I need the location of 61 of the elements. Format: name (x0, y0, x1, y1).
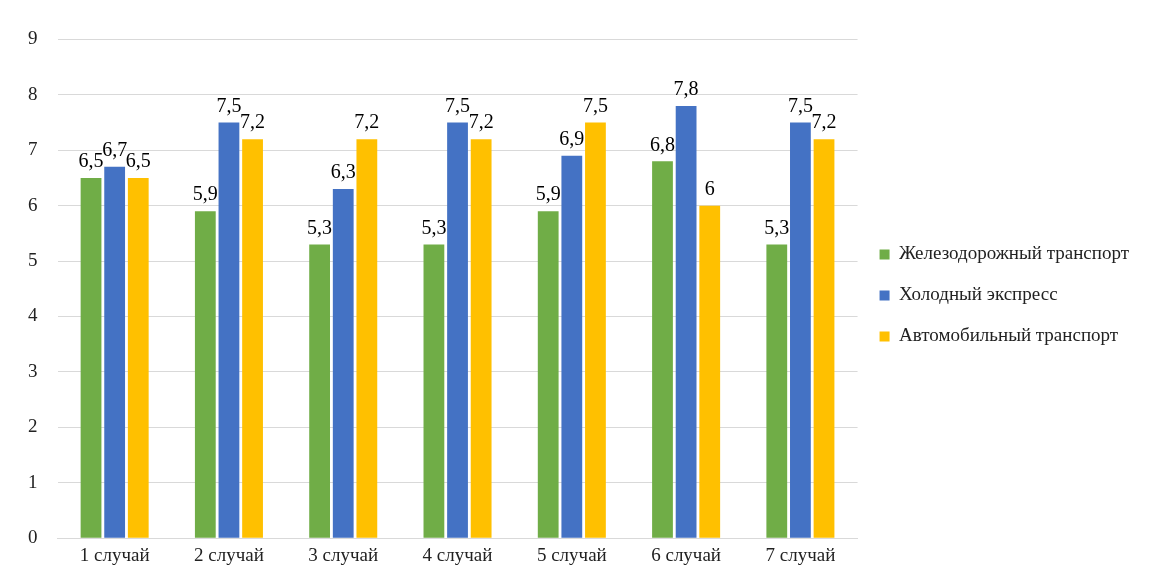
bar (790, 122, 811, 538)
legend-label: Железодорожный транспорт (899, 242, 1130, 264)
y-tick-label: 3 (28, 359, 38, 381)
legend-label: Автомобильный транспорт (899, 324, 1119, 346)
bar (423, 244, 445, 538)
data-label: 5,3 (307, 215, 333, 238)
data-label: 7,5 (787, 93, 813, 116)
bar (537, 211, 559, 538)
data-label: 7,5 (216, 93, 242, 116)
y-tick-label: 7 (28, 138, 38, 160)
data-label: 6,8 (649, 132, 675, 155)
bar (766, 244, 788, 538)
data-label: 7,2 (468, 110, 494, 133)
y-tick-label: 9 (28, 27, 38, 49)
legend-label: Холодный экспресс (899, 283, 1058, 305)
bar (356, 139, 378, 538)
data-label: 7,5 (582, 93, 608, 116)
x-tick-label: 3 случай (308, 543, 379, 565)
data-label: 7,2 (811, 110, 837, 133)
bar (104, 166, 126, 538)
x-tick-label: 5 случай (536, 543, 607, 565)
x-tick-label: 7 случай (765, 543, 836, 565)
bar (561, 155, 583, 538)
bar (675, 105, 697, 538)
bar (127, 177, 149, 538)
data-label: 6,3 (330, 160, 356, 183)
x-tick-label: 4 случай (422, 543, 493, 565)
bar (309, 244, 331, 538)
y-tick-label: 5 (28, 249, 38, 271)
bar (218, 122, 240, 538)
y-tick-label: 4 (28, 304, 38, 326)
bar (194, 211, 216, 538)
data-label: 6 (704, 176, 715, 199)
y-tick-label: 2 (28, 415, 38, 437)
bar (447, 122, 468, 538)
y-tick-label: 6 (28, 193, 38, 215)
data-label: 5,3 (764, 215, 790, 238)
data-label: 6,9 (559, 127, 585, 150)
bar (813, 139, 835, 538)
data-label: 7,2 (354, 110, 380, 133)
data-label: 5,3 (421, 215, 447, 238)
bar (585, 122, 606, 538)
data-label: 6,5 (125, 149, 151, 172)
data-label: 7,5 (445, 93, 471, 116)
data-label: 6,5 (78, 149, 104, 172)
bar (332, 189, 354, 538)
x-tick-label: 1 случай (79, 543, 150, 565)
data-label: 7,8 (673, 77, 699, 100)
y-tick-label: 1 (28, 470, 38, 492)
y-tick-label: 0 (28, 526, 38, 548)
bar (242, 139, 263, 538)
x-tick-label: 2 случай (194, 543, 264, 565)
bar (470, 139, 492, 538)
data-label: 5,9 (535, 182, 561, 205)
data-label: 5,9 (192, 182, 218, 205)
bar (699, 205, 721, 538)
data-label: 7,2 (240, 110, 266, 133)
y-tick-label: 8 (28, 82, 38, 104)
bar (652, 161, 673, 538)
bar (80, 177, 102, 538)
x-tick-label: 6 случай (651, 543, 722, 565)
